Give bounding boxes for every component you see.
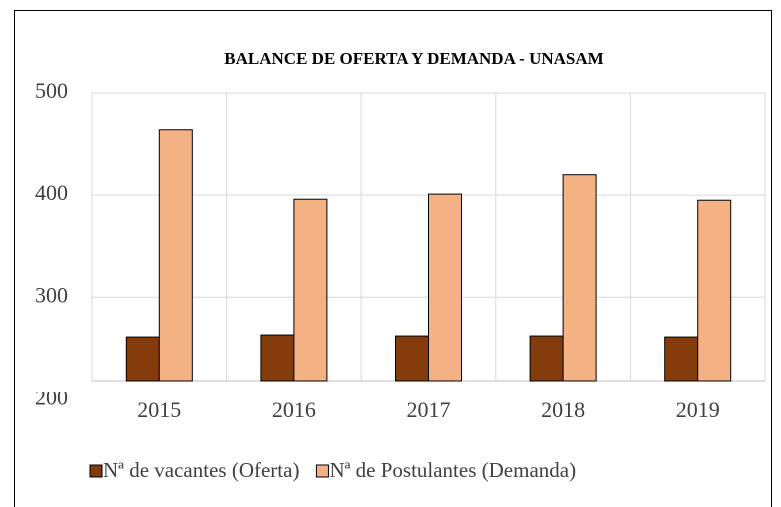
x-tick-label: 2019 (676, 397, 720, 422)
y-tick-label: 500 (35, 78, 68, 103)
bar (664, 336, 699, 382)
legend-label: Nª de vacantes (Oferta) (103, 458, 299, 482)
chart-title: BALANCE DE OFERTA Y DEMANDA - UNASAM (224, 49, 603, 68)
label-mask (16, 381, 86, 392)
x-tick-label: 2015 (137, 397, 181, 422)
bar (125, 336, 160, 382)
chart-border (14, 10, 772, 507)
y-tick-label: 400 (35, 180, 68, 205)
bar (697, 199, 732, 382)
bar (395, 335, 429, 382)
legend-label: Nª de Postulantes (Demanda) (329, 458, 576, 482)
legend-swatch (315, 464, 329, 478)
y-tick-label: 300 (35, 282, 68, 307)
bar (158, 129, 193, 382)
x-tick-label: 2018 (541, 397, 585, 422)
bar (293, 198, 328, 382)
bar (260, 334, 295, 382)
bar (562, 174, 597, 382)
bar (529, 335, 564, 382)
x-tick-label: 2016 (272, 397, 316, 422)
bar (428, 193, 462, 382)
x-tick-label: 2017 (407, 397, 451, 422)
legend-swatch (89, 464, 103, 478)
